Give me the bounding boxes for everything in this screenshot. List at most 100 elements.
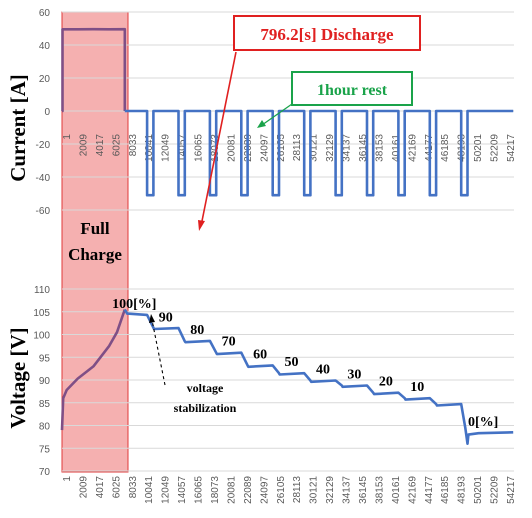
x-tick-label-current-10: 20081 bbox=[226, 134, 237, 162]
soc-label-10: 0[%] bbox=[468, 415, 498, 430]
y-tick-label-current-6: 60 bbox=[39, 8, 51, 19]
x-tick-label-voltage-22: 44177 bbox=[424, 476, 435, 504]
x-tick-label-voltage-2: 4017 bbox=[95, 476, 106, 499]
x-tick-label-voltage-4: 8033 bbox=[128, 476, 139, 499]
x-tick-label-current-4: 8033 bbox=[128, 134, 139, 157]
stabilization-arrowhead bbox=[149, 314, 155, 323]
x-tick-label-voltage-27: 54217 bbox=[506, 476, 517, 504]
x-tick-label-voltage-12: 24097 bbox=[259, 476, 270, 504]
x-tick-label-voltage-24: 48193 bbox=[457, 476, 468, 504]
y-tick-label-voltage-2: 80 bbox=[39, 422, 51, 433]
x-tick-label-voltage-11: 22089 bbox=[243, 476, 254, 504]
y-tick-label-current-4: 20 bbox=[39, 74, 51, 85]
y-tick-label-current-5: 40 bbox=[39, 41, 51, 52]
y-tick-label-current-2: -20 bbox=[36, 140, 51, 151]
x-tick-label-voltage-26: 52209 bbox=[490, 476, 501, 504]
y-tick-label-voltage-4: 90 bbox=[39, 376, 51, 387]
y-tick-label-voltage-1: 75 bbox=[39, 444, 51, 455]
x-tick-label-voltage-6: 12049 bbox=[161, 476, 172, 504]
series-line-current-charge bbox=[61, 27, 127, 113]
soc-label-0: 100[%] bbox=[112, 297, 156, 312]
x-tick-label-current-8: 16065 bbox=[194, 134, 205, 162]
y-tick-label-voltage-5: 95 bbox=[39, 353, 51, 364]
full-charge-highlight bbox=[61, 11, 129, 473]
x-tick-label-current-0: 1 bbox=[62, 134, 73, 140]
soc-label-4: 60 bbox=[253, 347, 267, 362]
x-tick-label-current-3: 6025 bbox=[111, 134, 122, 157]
y-tick-label-voltage-7: 105 bbox=[33, 308, 50, 319]
x-tick-label-voltage-9: 18073 bbox=[210, 476, 221, 504]
stabilization-label-line2: stabilization bbox=[174, 401, 237, 415]
stabilization-arrow bbox=[151, 319, 166, 386]
soc-label-1: 90 bbox=[159, 311, 173, 326]
voltage-y-axis-label: Voltage [V] bbox=[6, 327, 30, 428]
series-line-voltage-charge bbox=[60, 309, 127, 431]
x-tick-label-voltage-21: 42169 bbox=[407, 476, 418, 504]
x-tick-label-voltage-1: 2009 bbox=[78, 476, 89, 499]
voltage-chart: 70 75 80 85 90 95 100 105 110 1 2009 4017 6025 8033 10… bbox=[33, 285, 517, 504]
x-tick-label-current-5: 10041 bbox=[144, 134, 155, 162]
discharge-callout-arrow bbox=[200, 51, 237, 227]
x-tick-label-voltage-18: 36145 bbox=[358, 476, 369, 504]
soc-label-6: 40 bbox=[316, 362, 330, 377]
x-tick-label-voltage-25: 50201 bbox=[473, 476, 484, 504]
x-tick-label-voltage-14: 28113 bbox=[292, 476, 303, 504]
y-tick-label-voltage-0: 70 bbox=[39, 467, 51, 478]
x-tick-label-voltage-16: 32129 bbox=[325, 476, 336, 504]
x-tick-label-current-1: 2009 bbox=[78, 134, 89, 157]
soc-label-3: 70 bbox=[222, 335, 236, 350]
x-tick-label-voltage-5: 10041 bbox=[144, 476, 155, 504]
x-tick-label-voltage-19: 38153 bbox=[374, 476, 385, 504]
x-tick-label-voltage-0: 1 bbox=[62, 476, 73, 482]
x-tick-label-current-20: 40161 bbox=[391, 134, 402, 162]
stabilization-label-line1: voltage bbox=[187, 381, 224, 395]
x-tick-label-current-17: 34137 bbox=[342, 134, 353, 162]
rest-callout-arrow bbox=[261, 103, 293, 126]
rest-callout-box bbox=[291, 71, 413, 106]
discharge-callout-arrowhead bbox=[198, 220, 205, 231]
x-tick-label-voltage-13: 26105 bbox=[276, 476, 287, 504]
x-tick-label-current-7: 14057 bbox=[177, 134, 188, 162]
y-tick-label-current-3: 0 bbox=[44, 107, 50, 118]
x-tick-label-current-26: 52209 bbox=[490, 134, 501, 162]
full-charge-label-line2: Charge bbox=[68, 245, 122, 264]
y-tick-label-current-0: -60 bbox=[36, 206, 51, 217]
x-tick-label-current-16: 32129 bbox=[325, 134, 336, 162]
y-tick-label-voltage-3: 85 bbox=[39, 399, 51, 410]
x-tick-label-current-2: 4017 bbox=[95, 134, 106, 157]
current-chart: -60 -40 -20 0 20 40 60 1 2009 4017 6025 8033 10041 12… bbox=[36, 8, 517, 217]
series-line-current-discharge-rest bbox=[124, 109, 514, 197]
soc-label-2: 80 bbox=[190, 323, 204, 338]
discharge-callout-text: 796.2[s] Discharge bbox=[260, 25, 394, 44]
soc-label-7: 30 bbox=[347, 367, 361, 382]
y-tick-label-current-1: -40 bbox=[36, 173, 51, 184]
discharge-callout-box bbox=[233, 15, 421, 51]
soc-label-5: 50 bbox=[285, 355, 299, 370]
x-tick-label-current-13: 26105 bbox=[276, 134, 287, 162]
x-tick-label-current-18: 36145 bbox=[358, 134, 369, 162]
soc-label-8: 20 bbox=[379, 375, 393, 390]
soc-label-9: 10 bbox=[410, 380, 424, 395]
x-tick-label-current-23: 46185 bbox=[440, 134, 451, 162]
current-y-axis-label: Current [A] bbox=[6, 74, 30, 182]
x-tick-label-voltage-3: 6025 bbox=[111, 476, 122, 499]
rest-callout-text: 1hour rest bbox=[317, 82, 388, 99]
x-tick-label-voltage-10: 20081 bbox=[226, 476, 237, 504]
x-tick-label-voltage-17: 34137 bbox=[342, 476, 353, 504]
full-charge-label-line1: Full bbox=[80, 219, 110, 238]
x-tick-label-current-15: 30121 bbox=[309, 134, 320, 162]
x-tick-label-current-25: 50201 bbox=[473, 134, 484, 162]
x-tick-label-current-19: 38153 bbox=[374, 134, 385, 162]
x-tick-label-current-14: 28113 bbox=[292, 134, 303, 162]
y-tick-label-voltage-6: 100 bbox=[33, 331, 50, 342]
x-tick-label-current-12: 24097 bbox=[259, 134, 270, 162]
x-tick-label-voltage-23: 46185 bbox=[440, 476, 451, 504]
y-tick-label-voltage-8: 110 bbox=[34, 285, 50, 296]
x-tick-label-voltage-8: 16065 bbox=[194, 476, 205, 504]
x-tick-label-voltage-15: 30121 bbox=[309, 476, 320, 504]
series-line-voltage-discharge-rest bbox=[123, 308, 514, 446]
rest-callout-arrowhead bbox=[257, 120, 266, 128]
x-tick-label-current-21: 42169 bbox=[407, 134, 418, 162]
